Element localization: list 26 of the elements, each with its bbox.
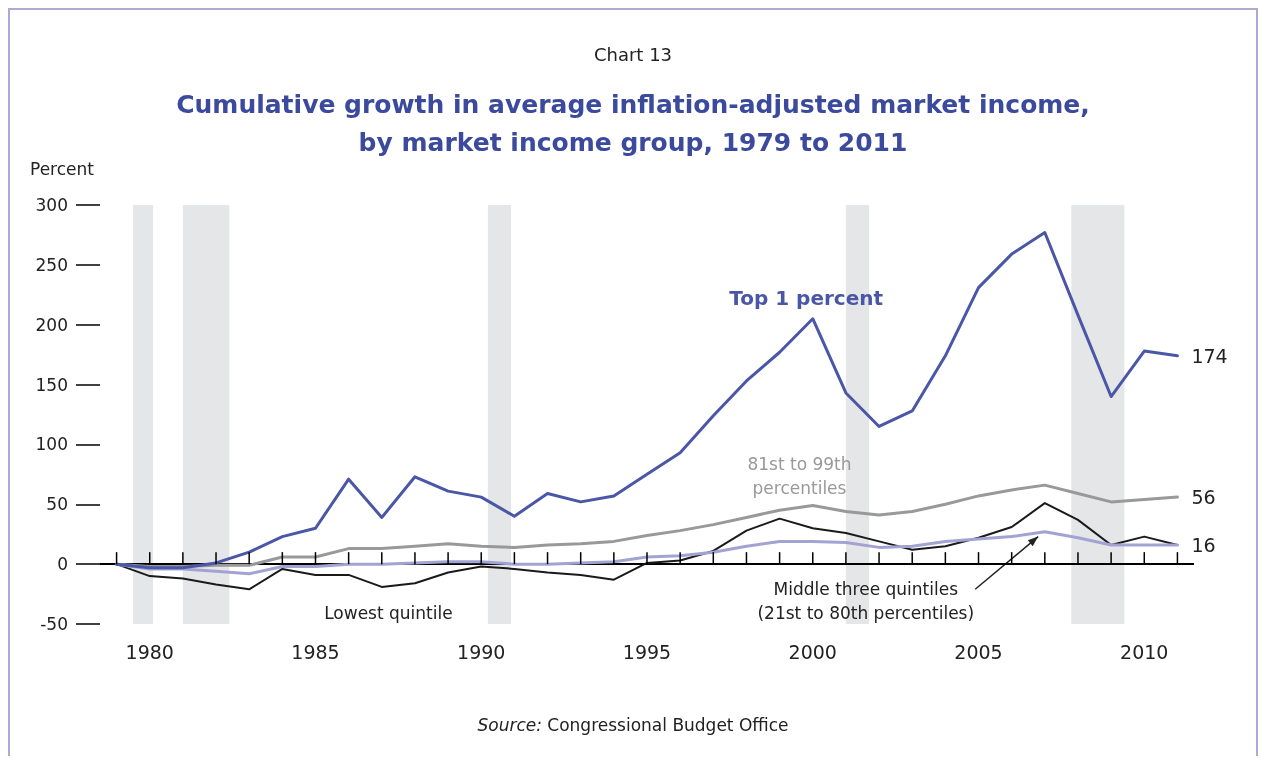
y-tick-label: 150 [35, 374, 68, 395]
series-label: Lowest quintile [324, 603, 453, 624]
y-tick-label: -50 [40, 614, 68, 634]
x-tick-label: 1985 [291, 640, 340, 663]
series-label: 81st to 99th percentiles [747, 453, 852, 498]
y-tick-label: 50 [46, 494, 68, 515]
x-tick-label: 2005 [954, 640, 1003, 663]
x-tick-label: 1990 [457, 640, 506, 663]
chart-title: Cumulative growth in average inflation-adjusted market income, by market income group, 1979 to 2011 [176, 89, 1090, 157]
y-tick-label: 0 [57, 554, 68, 575]
y-tick-label: 250 [35, 254, 68, 275]
series-label: Top 1 percent [729, 286, 884, 311]
data-label: 174 [1191, 344, 1228, 367]
text: Middle three quintiles (21st to 80th percentiles) [757, 579, 975, 624]
y-tick-label: 300 [35, 195, 68, 215]
x-tick-label: 1995 [622, 640, 672, 663]
y-tick-label: 200 [35, 314, 68, 335]
source-note: Source: Congressional Budget Office [477, 714, 789, 735]
y-axis-title: Percent [30, 158, 95, 179]
x-tick-label: 1980 [125, 640, 174, 663]
y-tick-label: 100 [35, 434, 68, 455]
chart-subtitle: Chart 13 [593, 43, 673, 65]
data-label: 56 [1191, 486, 1216, 509]
data-label: 16 [1191, 533, 1216, 556]
x-tick-label: 2010 [1120, 640, 1169, 663]
x-tick-label: 2000 [788, 640, 837, 663]
